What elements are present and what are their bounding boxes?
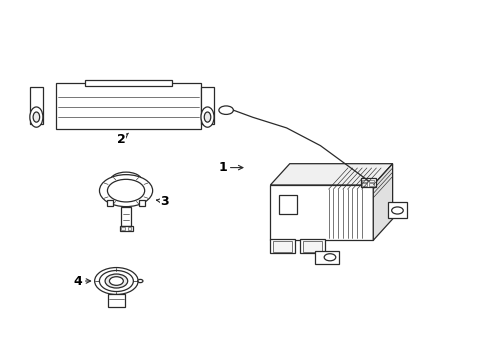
Text: 2: 2 — [117, 133, 128, 146]
Ellipse shape — [324, 254, 335, 261]
Ellipse shape — [99, 175, 152, 207]
Ellipse shape — [204, 112, 210, 122]
Ellipse shape — [391, 207, 403, 214]
Ellipse shape — [95, 267, 138, 294]
Ellipse shape — [33, 112, 40, 122]
Bar — [139, 201, 145, 206]
Bar — [270, 239, 294, 253]
Ellipse shape — [138, 279, 142, 283]
Ellipse shape — [109, 277, 123, 285]
Ellipse shape — [110, 172, 142, 190]
Bar — [121, 228, 124, 230]
Polygon shape — [270, 164, 392, 185]
Polygon shape — [270, 185, 372, 240]
Bar — [368, 180, 373, 182]
Bar — [106, 201, 113, 206]
Text: 1: 1 — [218, 161, 243, 174]
Bar — [368, 183, 373, 186]
Bar — [387, 202, 407, 218]
Bar — [362, 183, 366, 186]
Bar — [56, 82, 201, 129]
Bar — [360, 178, 376, 187]
Bar — [85, 80, 172, 86]
Bar — [302, 240, 322, 252]
Bar — [362, 180, 366, 182]
Bar — [201, 87, 214, 124]
Bar — [300, 239, 324, 253]
Text: 4: 4 — [73, 275, 90, 288]
Ellipse shape — [99, 270, 133, 292]
Text: 3: 3 — [156, 195, 169, 208]
Ellipse shape — [115, 175, 137, 187]
Bar — [272, 240, 292, 252]
Bar — [127, 228, 131, 230]
Bar — [107, 294, 125, 307]
Ellipse shape — [219, 106, 233, 114]
Bar — [314, 251, 339, 264]
Bar — [30, 87, 43, 124]
Bar — [119, 226, 132, 231]
Polygon shape — [372, 164, 392, 240]
Ellipse shape — [201, 107, 214, 127]
Ellipse shape — [107, 179, 144, 202]
Ellipse shape — [30, 107, 43, 127]
Bar — [279, 194, 296, 214]
Bar — [121, 207, 130, 226]
Ellipse shape — [105, 274, 127, 288]
